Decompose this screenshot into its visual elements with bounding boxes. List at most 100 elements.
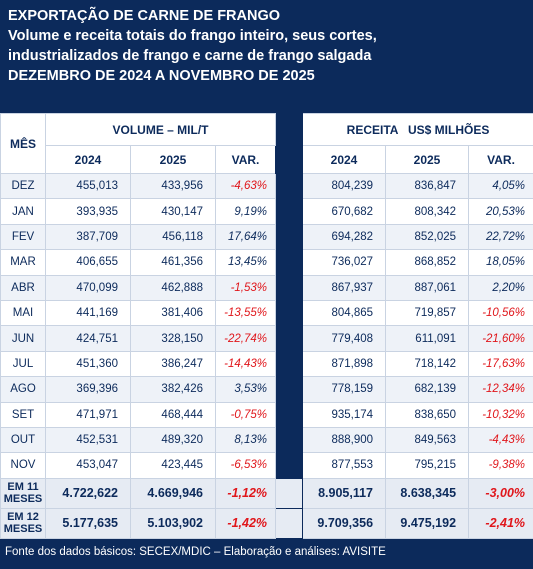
value-cell: -6,53% bbox=[216, 453, 276, 478]
value-cell: 670,682 bbox=[303, 199, 386, 224]
value-cell: 430,147 bbox=[131, 199, 216, 224]
value-cell: 4,05% bbox=[469, 174, 533, 199]
value-cell: 20,53% bbox=[469, 199, 533, 224]
separator bbox=[276, 478, 303, 508]
value-cell: 611,091 bbox=[386, 326, 469, 351]
value-cell: -17,63% bbox=[469, 351, 533, 376]
value-cell: 808,342 bbox=[386, 199, 469, 224]
month-cell: JUL bbox=[1, 351, 46, 376]
month-cell: JAN bbox=[1, 199, 46, 224]
header-line: Volume e receita totais do frango inteir… bbox=[8, 26, 525, 46]
value-cell: 17,64% bbox=[216, 224, 276, 249]
value-cell: 470,099 bbox=[46, 275, 131, 300]
value-cell: 888,900 bbox=[303, 427, 386, 452]
column-header: VAR. bbox=[216, 146, 276, 174]
value-cell: -10,32% bbox=[469, 402, 533, 427]
value-cell: 387,709 bbox=[46, 224, 131, 249]
value-cell: -9,38% bbox=[469, 453, 533, 478]
separator bbox=[276, 508, 303, 538]
month-cell: SET bbox=[1, 402, 46, 427]
value-cell: 382,426 bbox=[131, 377, 216, 402]
month-cell: EM 12 MESES bbox=[1, 508, 46, 538]
separator bbox=[276, 402, 303, 427]
value-cell: -22,74% bbox=[216, 326, 276, 351]
column-header: VAR. bbox=[469, 146, 533, 174]
value-cell: 852,025 bbox=[386, 224, 469, 249]
value-cell: 718,142 bbox=[386, 351, 469, 376]
value-cell: 462,888 bbox=[131, 275, 216, 300]
value-cell: 8.638,345 bbox=[386, 478, 469, 508]
group-header: RECEITA US$ MILHÕES bbox=[303, 114, 533, 146]
value-cell: -10,56% bbox=[469, 300, 533, 325]
value-cell: 369,396 bbox=[46, 377, 131, 402]
value-cell: 8,13% bbox=[216, 427, 276, 452]
value-cell: 433,956 bbox=[131, 174, 216, 199]
header-line: EXPORTAÇÃO DE CARNE DE FRANGO bbox=[8, 6, 525, 26]
value-cell: 423,445 bbox=[131, 453, 216, 478]
value-cell: 4.669,946 bbox=[131, 478, 216, 508]
value-cell: 424,751 bbox=[46, 326, 131, 351]
column-header: 2025 bbox=[131, 146, 216, 174]
value-cell: -4,43% bbox=[469, 427, 533, 452]
value-cell: 386,247 bbox=[131, 351, 216, 376]
value-cell: -1,42% bbox=[216, 508, 276, 538]
month-cell: FEV bbox=[1, 224, 46, 249]
value-cell: 455,013 bbox=[46, 174, 131, 199]
export-table: MÊS VOLUME – MIL/T RECEITA US$ MILHÕES 2… bbox=[0, 113, 533, 539]
month-header: MÊS bbox=[1, 114, 46, 174]
value-cell: 18,05% bbox=[469, 250, 533, 275]
value-cell: 5.177,635 bbox=[46, 508, 131, 538]
value-cell: 381,406 bbox=[131, 300, 216, 325]
month-cell: OUT bbox=[1, 427, 46, 452]
separator bbox=[276, 453, 303, 478]
value-cell: 836,847 bbox=[386, 174, 469, 199]
value-cell: -14,43% bbox=[216, 351, 276, 376]
value-cell: 719,857 bbox=[386, 300, 469, 325]
value-cell: 22,72% bbox=[469, 224, 533, 249]
value-cell: -4,63% bbox=[216, 174, 276, 199]
value-cell: -1,53% bbox=[216, 275, 276, 300]
value-cell: 871,898 bbox=[303, 351, 386, 376]
month-cell: DEZ bbox=[1, 174, 46, 199]
value-cell: 8.905,117 bbox=[303, 478, 386, 508]
value-cell: 452,531 bbox=[46, 427, 131, 452]
value-cell: 804,239 bbox=[303, 174, 386, 199]
value-cell: -3,00% bbox=[469, 478, 533, 508]
separator bbox=[276, 326, 303, 351]
value-cell: 887,061 bbox=[386, 275, 469, 300]
column-header: 2024 bbox=[46, 146, 131, 174]
separator bbox=[276, 224, 303, 249]
month-cell: MAR bbox=[1, 250, 46, 275]
separator bbox=[276, 351, 303, 376]
separator bbox=[276, 300, 303, 325]
value-cell: 489,320 bbox=[131, 427, 216, 452]
month-cell: NOV bbox=[1, 453, 46, 478]
value-cell: 441,169 bbox=[46, 300, 131, 325]
separator bbox=[276, 427, 303, 452]
value-cell: 694,282 bbox=[303, 224, 386, 249]
value-cell: 4.722,622 bbox=[46, 478, 131, 508]
value-cell: 468,444 bbox=[131, 402, 216, 427]
value-cell: 736,027 bbox=[303, 250, 386, 275]
value-cell: -0,75% bbox=[216, 402, 276, 427]
value-cell: 9,19% bbox=[216, 199, 276, 224]
column-header: 2025 bbox=[386, 146, 469, 174]
value-cell: 2,20% bbox=[469, 275, 533, 300]
value-cell: 451,360 bbox=[46, 351, 131, 376]
separator bbox=[276, 199, 303, 224]
value-cell: -13,55% bbox=[216, 300, 276, 325]
header-line: industrializados de frango e carne de fr… bbox=[8, 46, 525, 66]
value-cell: -1,12% bbox=[216, 478, 276, 508]
value-cell: 328,150 bbox=[131, 326, 216, 351]
footer: Fonte dos dados básicos: SECEX/MDIC – El… bbox=[0, 539, 533, 569]
value-cell: 779,408 bbox=[303, 326, 386, 351]
month-cell: ABR bbox=[1, 275, 46, 300]
